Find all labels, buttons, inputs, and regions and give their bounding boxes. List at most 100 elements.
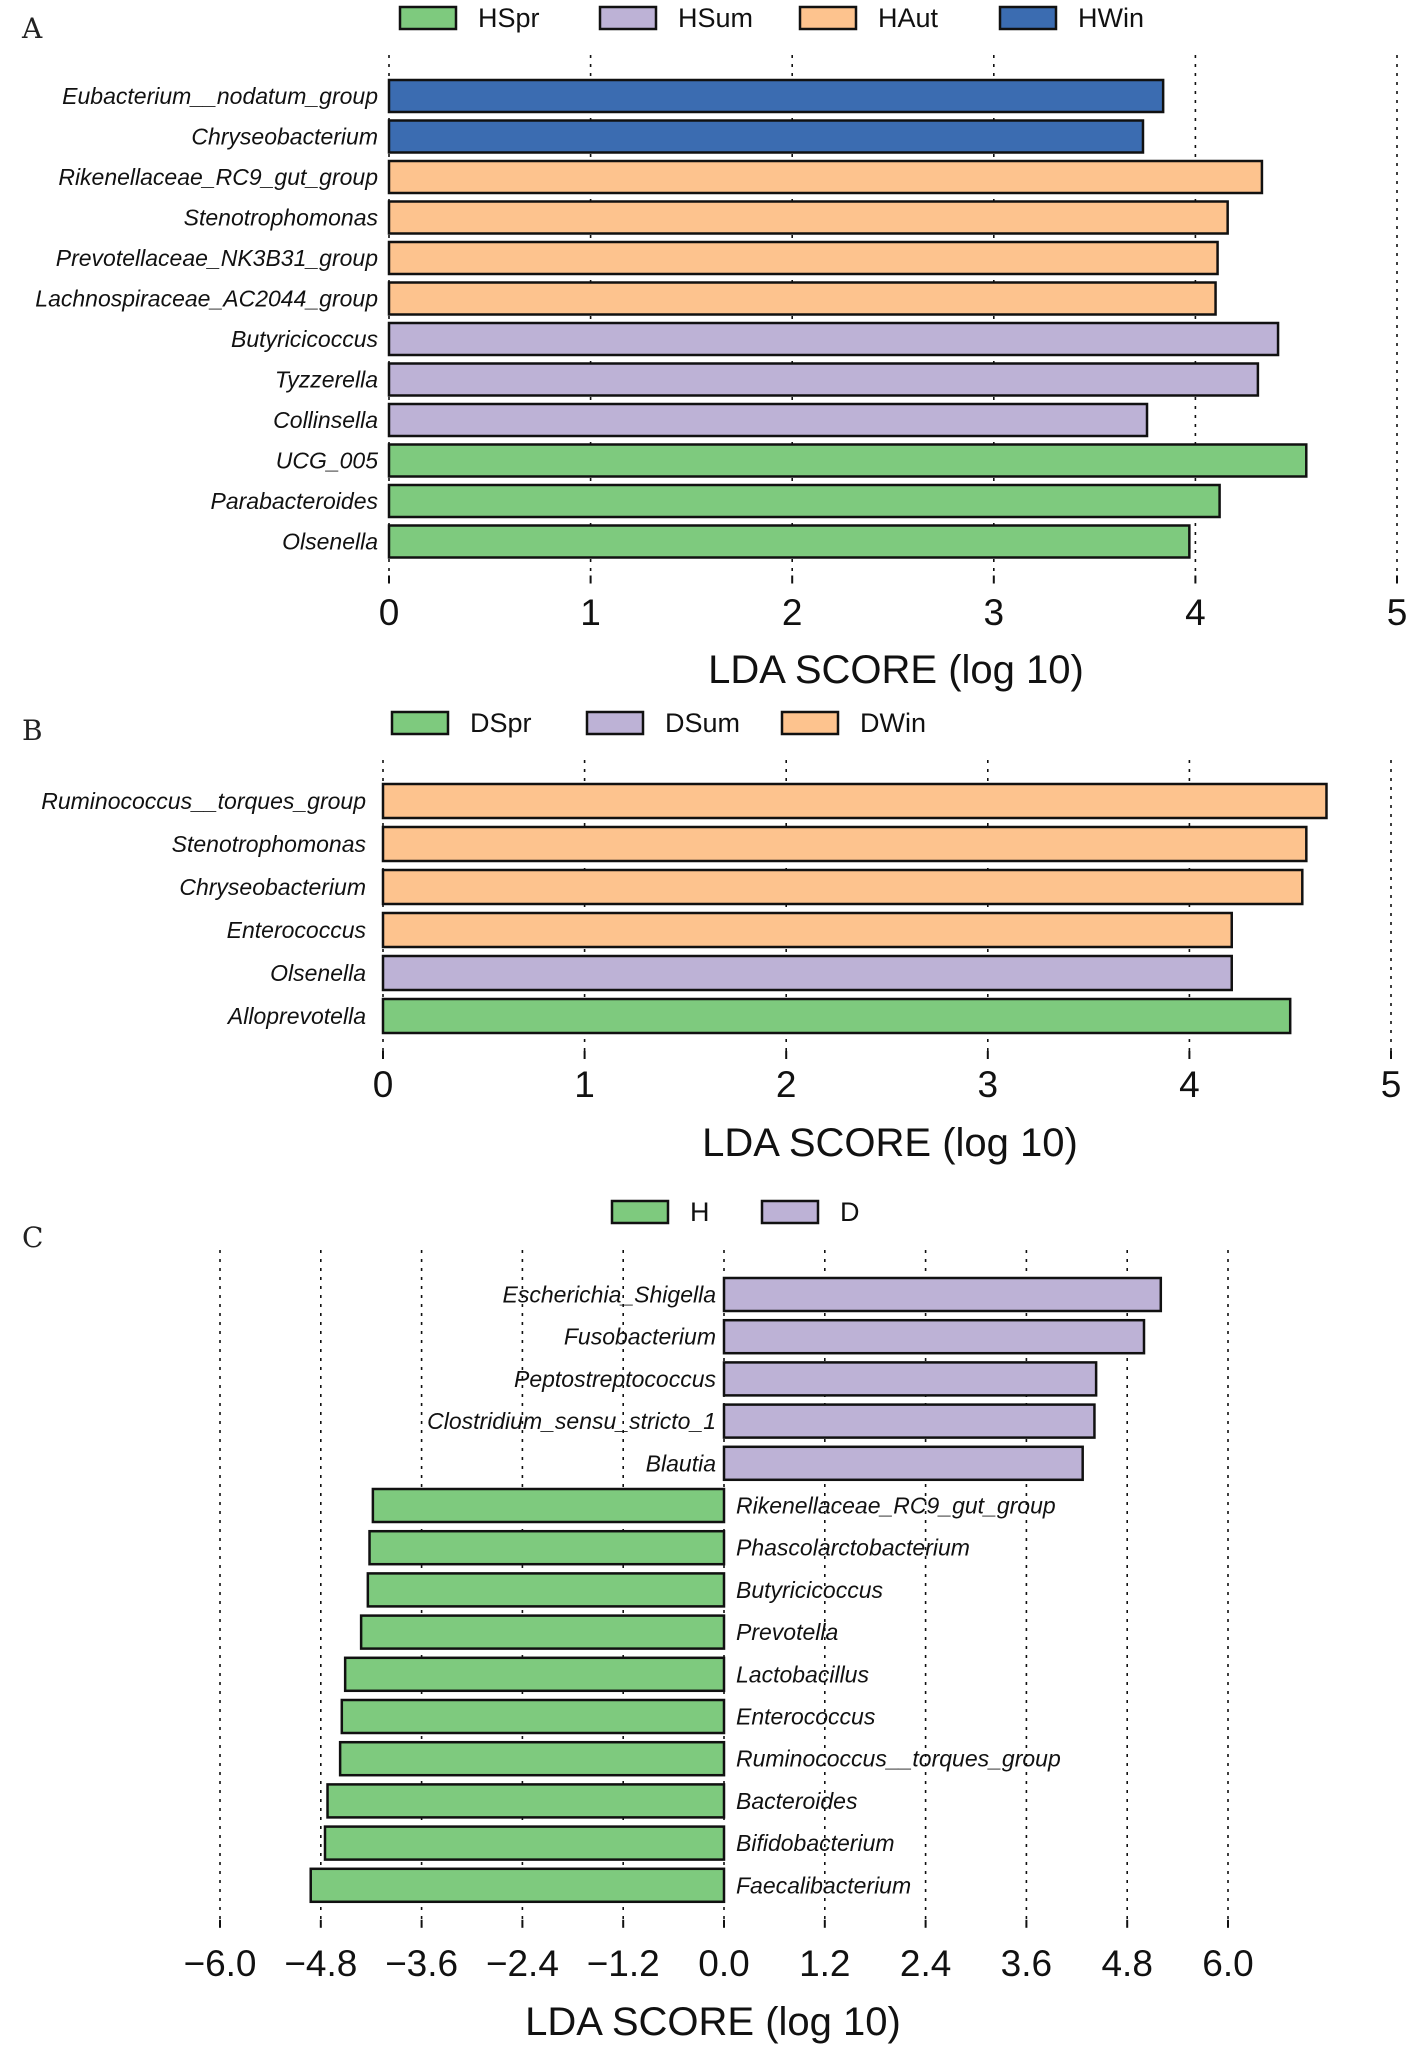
x-tick-label: 1.2: [799, 1943, 850, 1984]
bar-label: Chryseobacterium: [191, 124, 378, 150]
x-tick-label: 1: [580, 592, 601, 633]
bar: [387, 402, 1149, 438]
panel-b: B DSpr DSum DWin Ruminococcus__torques_group…: [22, 708, 1401, 1165]
bar-label: Lactobacillus: [736, 1661, 869, 1687]
x-tick-label: 2.4: [900, 1943, 951, 1984]
bar: [387, 524, 1191, 559]
x-tick-label: 4.8: [1101, 1943, 1152, 1984]
bar: [387, 200, 1229, 235]
x-axis-title: LDA SCORE (log 10): [702, 1121, 1078, 1165]
bar: [381, 868, 1304, 906]
bar: [381, 825, 1308, 863]
legend-label: HWin: [1078, 3, 1144, 33]
x-tick-label: −1.2: [587, 1943, 660, 1984]
legend-swatch: [798, 5, 858, 31]
bar: [387, 483, 1221, 519]
legend-label: HAut: [878, 3, 939, 33]
panel-a: A HSpr HSum HAut HWin Eubacterium__nodatum_gr…: [21, 3, 1407, 692]
panel-c: CH DEscherichia_ShigellaFusobacteriumPept…: [22, 1197, 1254, 2044]
bar-label: Clostridium_sensu_stricto_1: [427, 1408, 716, 1434]
legend-swatch: [760, 1199, 820, 1225]
x-tick-label: 1: [574, 1064, 595, 1105]
x-tick-label: −6.0: [183, 1943, 256, 1984]
bars: Escherichia_Shigella Fusobacterium Peptost…: [309, 1276, 1163, 1904]
bar: [387, 281, 1217, 316]
bar: [381, 911, 1233, 949]
x-tick-label: 2: [776, 1064, 797, 1105]
bar-label: UCG_005: [276, 448, 378, 474]
x-tick-label: −4.8: [284, 1943, 357, 1984]
bar: [368, 1529, 726, 1566]
x-tick-label: 0: [379, 592, 400, 633]
bar: [387, 443, 1308, 478]
legend-label: H: [690, 1197, 710, 1227]
bar-label: Rikenellaceae_RC9_gut_group: [736, 1493, 1056, 1519]
bar: [381, 954, 1233, 992]
x-axis-title: LDA SCORE (log 10): [525, 2000, 901, 2044]
x-tick-label: 6.0: [1202, 1943, 1253, 1984]
panel-letter: B: [22, 714, 43, 747]
x-tick-label: −2.4: [486, 1943, 559, 1984]
legend-label: HSum: [678, 3, 753, 33]
bar: [387, 240, 1219, 276]
bar-label: Fusobacterium: [564, 1324, 716, 1350]
legend-swatch: [398, 5, 458, 31]
bar: [722, 1445, 1084, 1482]
bar-label: Bacteroides: [736, 1788, 858, 1814]
bars: Ruminococcus__torques_group Stenotrophomo…: [41, 782, 1328, 1035]
panel-letter: C: [22, 1221, 43, 1254]
bar-label: Eubacterium__nodatum_group: [62, 83, 378, 109]
bar-label: Ruminococcus__torques_group: [41, 788, 366, 814]
bar: [722, 1361, 1098, 1397]
bar-label: Parabacteroides: [211, 488, 379, 514]
bar: [722, 1318, 1146, 1355]
bar-label: Phascolarctobacterium: [736, 1535, 970, 1561]
legend-swatch: [598, 5, 658, 31]
bar: [343, 1656, 726, 1693]
legend: DSpr DSum DWin: [390, 708, 926, 738]
bar-label: Lachnospiraceae_AC2044_group: [35, 286, 378, 312]
x-tick-label: 4: [1185, 592, 1206, 633]
legend-label: D: [840, 1197, 860, 1227]
bar-label: Bifidobacterium: [736, 1830, 895, 1856]
legend-swatch: [998, 5, 1058, 31]
bar-label: Prevotellaceae_NK3B31_group: [56, 245, 378, 271]
bar: [366, 1572, 726, 1608]
bar: [722, 1276, 1163, 1313]
bar-label: Butyricicoccus: [231, 326, 378, 352]
x-tick-label: 3: [978, 1064, 999, 1105]
legend-swatch: [585, 710, 645, 736]
bar-label: Peptostreptococcus: [514, 1366, 717, 1392]
bar: [338, 1740, 726, 1777]
x-axis-title: LDA SCORE (log 10): [708, 648, 1084, 692]
bar-label: Faecalibacterium: [736, 1872, 911, 1898]
bar-label: Chryseobacterium: [179, 874, 366, 900]
x-tick-label: 5: [1381, 1064, 1402, 1105]
bar: [387, 78, 1165, 114]
bar-label: Blautia: [646, 1450, 716, 1476]
legend-label: DSum: [665, 708, 740, 738]
bar: [381, 997, 1292, 1035]
bar-label: Enterococcus: [227, 917, 367, 943]
bar: [387, 119, 1145, 154]
legend-swatch: [390, 710, 450, 736]
x-tick-label: 3: [984, 592, 1005, 633]
x-axis: 0 1 2 3 4 5: [373, 1051, 1402, 1105]
x-tick-label: 2: [782, 592, 803, 633]
bar: [371, 1487, 726, 1524]
gridlines: [382, 760, 1392, 1051]
bar-label: Escherichia_Shigella: [502, 1282, 716, 1308]
bar: [381, 782, 1328, 820]
bar: [387, 321, 1280, 357]
x-tick-label: 3.6: [1001, 1943, 1052, 1984]
bar: [326, 1783, 726, 1819]
bar-label: Rikenellaceae_RC9_gut_group: [58, 164, 378, 190]
x-tick-label: 0: [373, 1064, 394, 1105]
panel-letter: A: [21, 12, 43, 45]
x-tick-label: 4: [1179, 1064, 1200, 1105]
x-axis: −6.0 −4.8 −3.6 −2.4 −1.2 0.0 1.2 2.4 3.6 4.8 6.0: [183, 1919, 1254, 1984]
x-axis: 0 1 2 3 4 5: [379, 575, 1407, 633]
bar: [359, 1614, 726, 1650]
